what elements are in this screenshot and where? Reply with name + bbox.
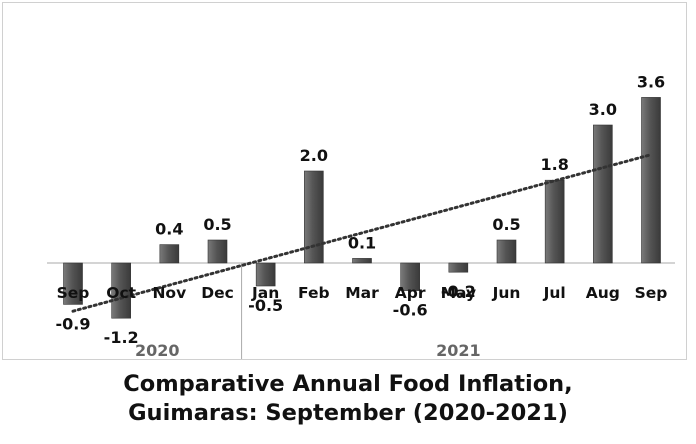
bar-aug-11	[593, 124, 613, 264]
bar-dec-3	[207, 239, 228, 264]
bar-jun-9	[496, 239, 517, 264]
data-label-5: 2.0	[300, 146, 328, 165]
data-label-9: 0.5	[492, 215, 520, 234]
bar-sep-0	[63, 262, 83, 305]
data-label-10: 1.8	[540, 155, 568, 174]
year-label-2021: 2021	[436, 341, 481, 359]
data-label-6: 0.1	[348, 233, 376, 252]
tick-label-1: Oct	[106, 284, 136, 302]
bar-may-8	[448, 262, 469, 273]
tick-label-11: Aug	[586, 284, 620, 302]
bar-sep-12	[641, 97, 661, 264]
bar-jan-4	[255, 262, 276, 287]
tick-label-5: Feb	[298, 284, 330, 302]
bar-jul-10	[544, 179, 565, 264]
bar-mar-6	[352, 258, 372, 264]
chart-title: Comparative Annual Food Inflation,	[123, 371, 573, 397]
tick-label-9: Jun	[492, 284, 521, 302]
bar-feb-5	[304, 170, 324, 264]
chart-subtitle: Guimaras: September (2020-2021)	[128, 400, 568, 426]
chart-area: Sep Oct Nov Dec Jan Feb Mar Apr May Jun Jul Aug Sep -…	[2, 2, 687, 360]
bar-apr-7	[400, 262, 420, 291]
tick-label-2: Nov	[152, 284, 186, 302]
year-label-2020: 2020	[135, 341, 180, 359]
tick-label-0: Sep	[57, 284, 90, 302]
data-label-7: -0.6	[393, 301, 428, 320]
bar-nov-2	[159, 244, 180, 264]
data-label-4: -0.5	[248, 296, 283, 315]
tick-label-3: Dec	[201, 284, 234, 302]
tick-label-6: Mar	[345, 284, 379, 302]
tick-label-10: Jul	[543, 284, 566, 302]
data-label-0: -0.9	[56, 314, 91, 333]
trend-line	[71, 153, 653, 313]
bar-oct-1	[111, 262, 131, 319]
tick-label-8: May	[441, 284, 477, 302]
data-label-1: -1.2	[104, 328, 139, 347]
tick-label-7: Apr	[395, 284, 426, 302]
data-label-3: 0.5	[203, 215, 231, 234]
bar-chart: Sep Oct Nov Dec Jan Feb Mar Apr May Jun Jul Aug Sep -…	[47, 72, 675, 359]
data-label-12: 3.6	[637, 72, 665, 91]
chart-title-block: Comparative Annual Food Inflation, Guima…	[0, 370, 696, 428]
data-label-11: 3.0	[589, 100, 617, 119]
tick-label-4: Jan	[251, 284, 279, 302]
data-label-8: -0.2	[441, 282, 476, 301]
data-label-2: 0.4	[155, 220, 183, 239]
tick-label-12: Sep	[635, 284, 668, 302]
